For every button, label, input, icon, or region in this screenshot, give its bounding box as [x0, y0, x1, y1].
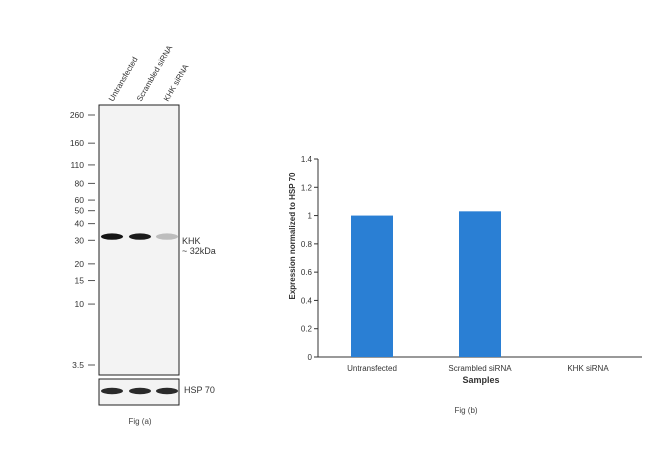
- y-axis: 0 0.2 0.4 0.6 0.8 1 1.2 1.4: [301, 155, 319, 362]
- lane-label: KHK siRNA: [162, 62, 191, 103]
- fig-a-caption: Fig (a): [128, 417, 151, 426]
- marker-label: 260: [70, 110, 84, 120]
- marker-label: 80: [75, 178, 85, 188]
- marker-label: 110: [70, 160, 84, 170]
- y-axis-label: Expression normalized to HSP 70: [288, 172, 297, 300]
- marker-label: 3.5: [72, 360, 84, 370]
- marker-label: 20: [75, 259, 85, 269]
- x-tick-label: Untransfected: [347, 364, 397, 373]
- blot-membrane: [98, 104, 180, 376]
- bar: [351, 215, 393, 357]
- marker-label: 30: [75, 235, 85, 245]
- khk-band: [129, 233, 151, 240]
- khk-band: [156, 233, 178, 240]
- marker-label: 160: [70, 138, 84, 148]
- y-tick-label: 1.4: [301, 155, 313, 164]
- hsp70-band: [101, 387, 123, 395]
- khk-bands: [101, 233, 178, 240]
- y-tick-label: 0.2: [301, 325, 313, 334]
- hsp70-bands: [101, 387, 178, 395]
- khk-band: [101, 233, 123, 240]
- band-label: KHK: [182, 236, 201, 246]
- x-tick-label: Scrambled siRNA: [448, 364, 512, 373]
- marker-label: 40: [75, 219, 85, 229]
- y-tick-label: 0.6: [301, 268, 313, 277]
- bars: [351, 211, 501, 357]
- y-tick-label: 0.4: [301, 296, 313, 305]
- marker-label: 50: [75, 206, 85, 216]
- lane-label: Untransfected: [107, 55, 140, 103]
- loading-control-label: HSP 70: [184, 385, 215, 395]
- marker-label: 60: [75, 195, 85, 205]
- hsp70-band: [129, 387, 151, 395]
- y-tick-label: 0.8: [301, 240, 313, 249]
- x-axis-label: Samples: [462, 375, 499, 385]
- y-tick-label: 1.2: [301, 183, 313, 192]
- y-tick-label: 1: [308, 212, 313, 221]
- y-tick-label: 0: [308, 353, 313, 362]
- fig-b-caption: Fig (b): [454, 406, 477, 415]
- x-tick-labels: Untransfected Scrambled siRNA KHK siRNA: [347, 364, 609, 373]
- band-size-label: ~ 32kDa: [182, 246, 216, 256]
- bar-chart-panel: 0 0.2 0.4 0.6 0.8 1 1.2 1.4 Untransfected Scramb…: [288, 155, 642, 415]
- hsp70-band: [156, 387, 178, 395]
- x-tick-label: KHK siRNA: [567, 364, 609, 373]
- marker-label: 10: [75, 299, 85, 309]
- marker-label: 15: [75, 276, 85, 286]
- bar: [459, 211, 501, 357]
